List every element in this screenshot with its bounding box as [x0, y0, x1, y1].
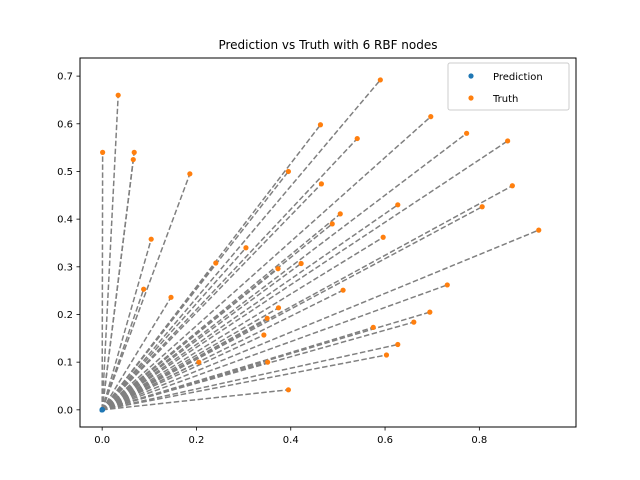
connector-line	[101, 262, 217, 411]
connector-line	[101, 238, 152, 411]
truth-point	[264, 315, 270, 321]
truth-point	[395, 202, 401, 208]
y-tick-label: 0.4	[57, 215, 73, 226]
connector-line	[101, 334, 265, 411]
truth-point	[536, 227, 542, 233]
truth-point	[196, 359, 202, 365]
truth-point	[318, 181, 324, 187]
y-axis: 0.0 0.1 0.2 0.3 0.4 0.5 0.6 0.7	[57, 72, 80, 416]
legend: Prediction Truth	[447, 62, 570, 111]
truth-point	[130, 156, 136, 163]
connector-line	[101, 132, 468, 411]
connector-line	[101, 204, 399, 411]
connector-line	[101, 173, 191, 411]
x-tick-label: 0.2	[189, 435, 205, 446]
connector-line	[102, 354, 387, 411]
y-tick-label: 0.2	[57, 310, 73, 321]
connector-line	[101, 321, 415, 411]
connector-line	[101, 284, 448, 411]
connector-line	[101, 268, 279, 411]
connector-line	[101, 361, 200, 411]
truth-point	[317, 122, 324, 128]
truth-point	[337, 211, 343, 217]
chart-title: Prediction vs Truth with 6 RBF nodes	[218, 38, 437, 52]
x-tick-label: 0.0	[94, 435, 110, 446]
truth-point	[265, 359, 271, 365]
truth-point	[275, 266, 281, 272]
truth-point	[148, 236, 154, 242]
truth-point	[380, 234, 386, 240]
connector-line	[101, 361, 268, 411]
connector-line	[101, 159, 135, 410]
truth-point	[464, 130, 470, 136]
truth-point	[505, 138, 511, 144]
truth-point	[509, 183, 515, 189]
y-tick-label: 0.1	[57, 358, 73, 369]
legend-prediction-marker	[468, 73, 474, 79]
legend-truth-label: Truth	[492, 94, 518, 105]
connector-line	[101, 185, 513, 411]
connector-line	[101, 95, 119, 410]
truth-point	[168, 294, 174, 300]
connectors-layer	[101, 79, 540, 411]
truth-point	[131, 149, 137, 155]
truth-point	[370, 324, 376, 330]
truth-point	[298, 260, 304, 267]
connector-line	[102, 389, 289, 411]
x-tick-label: 0.4	[283, 435, 299, 446]
truth-point	[383, 352, 390, 358]
connector-line	[101, 229, 540, 411]
y-tick-label: 0.7	[57, 72, 73, 83]
prediction-point	[99, 407, 105, 413]
plot-frame	[79, 57, 577, 428]
truth-point	[285, 168, 291, 175]
connector-line	[101, 140, 509, 411]
connector-line	[101, 262, 302, 411]
truth-point	[100, 149, 106, 155]
y-tick-label: 0.0	[57, 405, 73, 416]
truth-point	[427, 309, 433, 315]
truth-point	[428, 114, 434, 120]
connector-line	[101, 326, 374, 411]
connector-line	[101, 288, 145, 411]
x-axis: 0.0 0.2 0.4 0.6 0.8	[94, 427, 487, 446]
legend-truth-marker	[468, 95, 474, 101]
x-tick-label: 0.6	[377, 435, 393, 446]
y-tick-label: 0.6	[57, 119, 73, 130]
truth-series	[100, 77, 542, 393]
truth-point	[411, 319, 417, 325]
connector-line	[101, 116, 432, 411]
truth-point	[444, 282, 450, 288]
truth-point	[213, 260, 219, 266]
truth-point	[329, 221, 335, 227]
truth-point	[377, 77, 383, 83]
connector-line	[101, 343, 398, 411]
truth-point	[354, 135, 360, 142]
connector-line	[101, 296, 172, 411]
truth-point	[243, 245, 249, 251]
truth-point	[141, 286, 147, 292]
prediction-series	[99, 407, 105, 413]
truth-point	[187, 171, 193, 177]
legend-box	[447, 62, 570, 111]
truth-point	[340, 287, 346, 293]
truth-point	[275, 305, 282, 311]
connector-line	[101, 247, 247, 411]
connector-line	[101, 183, 322, 411]
legend-prediction-label: Prediction	[493, 72, 543, 83]
truth-point	[115, 92, 121, 98]
truth-point	[479, 204, 485, 210]
y-tick-label: 0.5	[57, 167, 73, 178]
connector-line	[101, 138, 358, 411]
truth-point	[285, 387, 291, 393]
truth-point	[395, 341, 401, 348]
truth-point	[261, 332, 267, 338]
x-tick-label: 0.8	[471, 435, 487, 446]
y-tick-label: 0.3	[57, 262, 73, 273]
connector-line	[101, 236, 384, 411]
connector-line	[101, 317, 268, 411]
